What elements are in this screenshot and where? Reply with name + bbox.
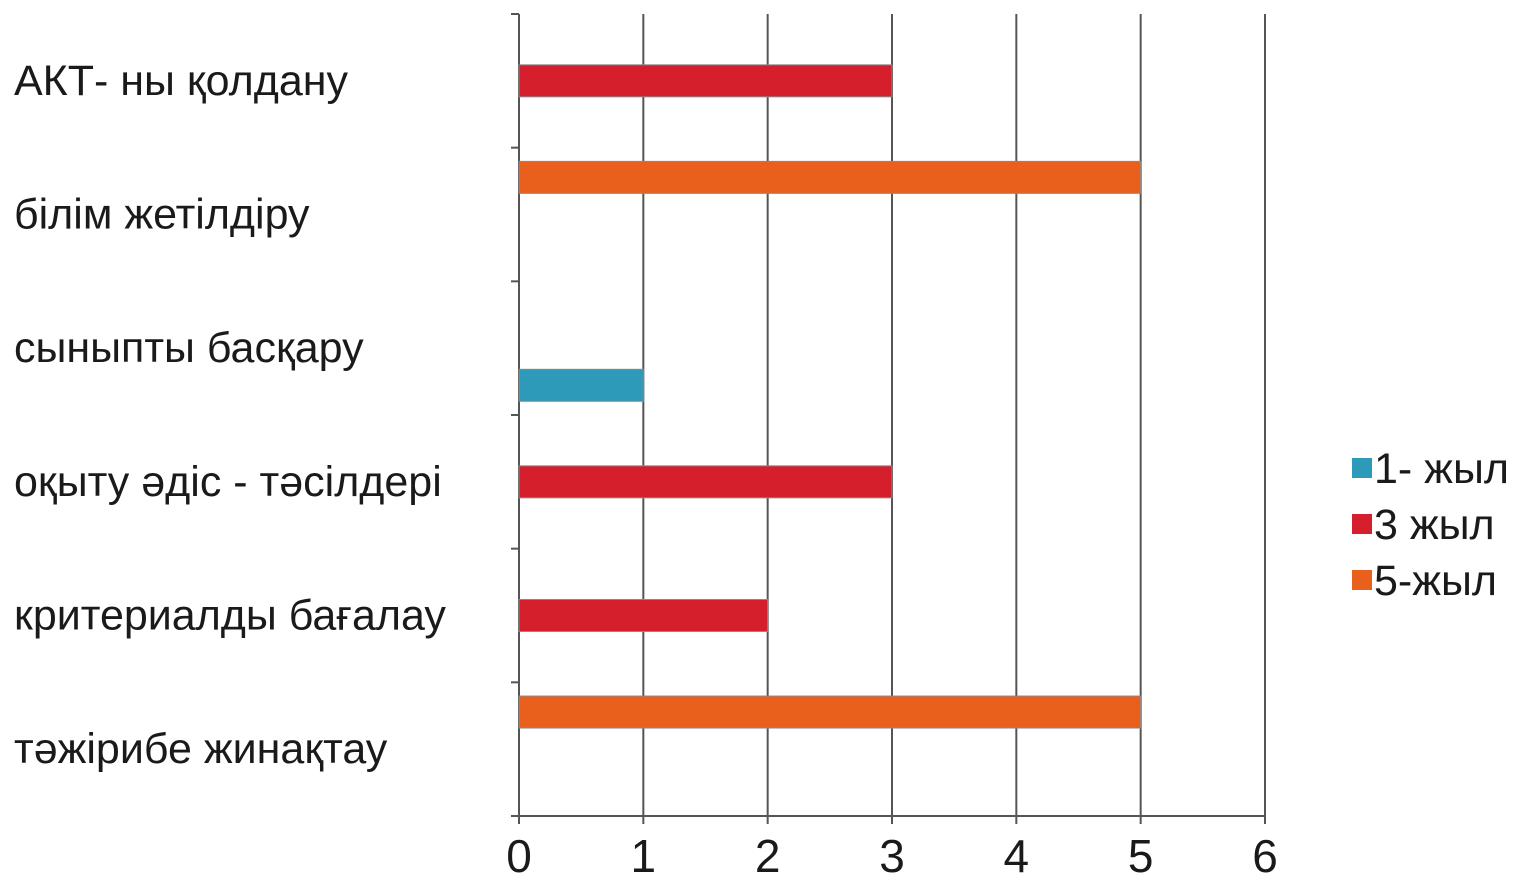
category-label: білім жетілдіру: [14, 191, 310, 239]
bar: [518, 160, 1142, 194]
bar: [518, 599, 769, 632]
category-label: сыныпты басқару: [14, 324, 364, 372]
x-tick-label: 3: [879, 830, 905, 877]
legend-label: 3 жыл: [1374, 501, 1495, 549]
legend: 1- жыл 3 жыл 5-жыл: [1352, 445, 1509, 605]
axes: [511, 13, 1266, 824]
legend-swatch: [1352, 458, 1372, 478]
bars: [518, 64, 1142, 729]
legend-label: 1- жыл: [1374, 445, 1509, 493]
category-label: тәжірибе жинақтау: [14, 725, 388, 773]
x-tick-label: 5: [1128, 830, 1154, 877]
x-tick-labels: 0 1 2 3 4 5 6: [506, 830, 1278, 877]
bar: [518, 368, 644, 402]
category-label: АКТ- ны қолдану: [14, 57, 348, 105]
x-tick-label: 2: [755, 830, 781, 877]
category-label: оқыту әдіс - тәсілдері: [14, 458, 442, 506]
category-labels: АКТ- ны қолдану білім жетілдіру сыныпты ба…: [14, 57, 446, 773]
x-tick-label: 0: [506, 830, 532, 877]
legend-swatch: [1352, 514, 1372, 534]
gridlines: [642, 14, 1266, 816]
bar: [518, 64, 893, 98]
legend-swatch: [1352, 570, 1372, 590]
bar: [518, 465, 893, 499]
x-tick-label: 4: [1004, 830, 1030, 877]
category-label: критериалды бағалау: [14, 592, 446, 640]
x-tick-label: 1: [631, 830, 657, 877]
legend-label: 5-жыл: [1374, 557, 1497, 605]
bar: [518, 695, 1142, 729]
x-tick-label: 6: [1252, 830, 1278, 877]
